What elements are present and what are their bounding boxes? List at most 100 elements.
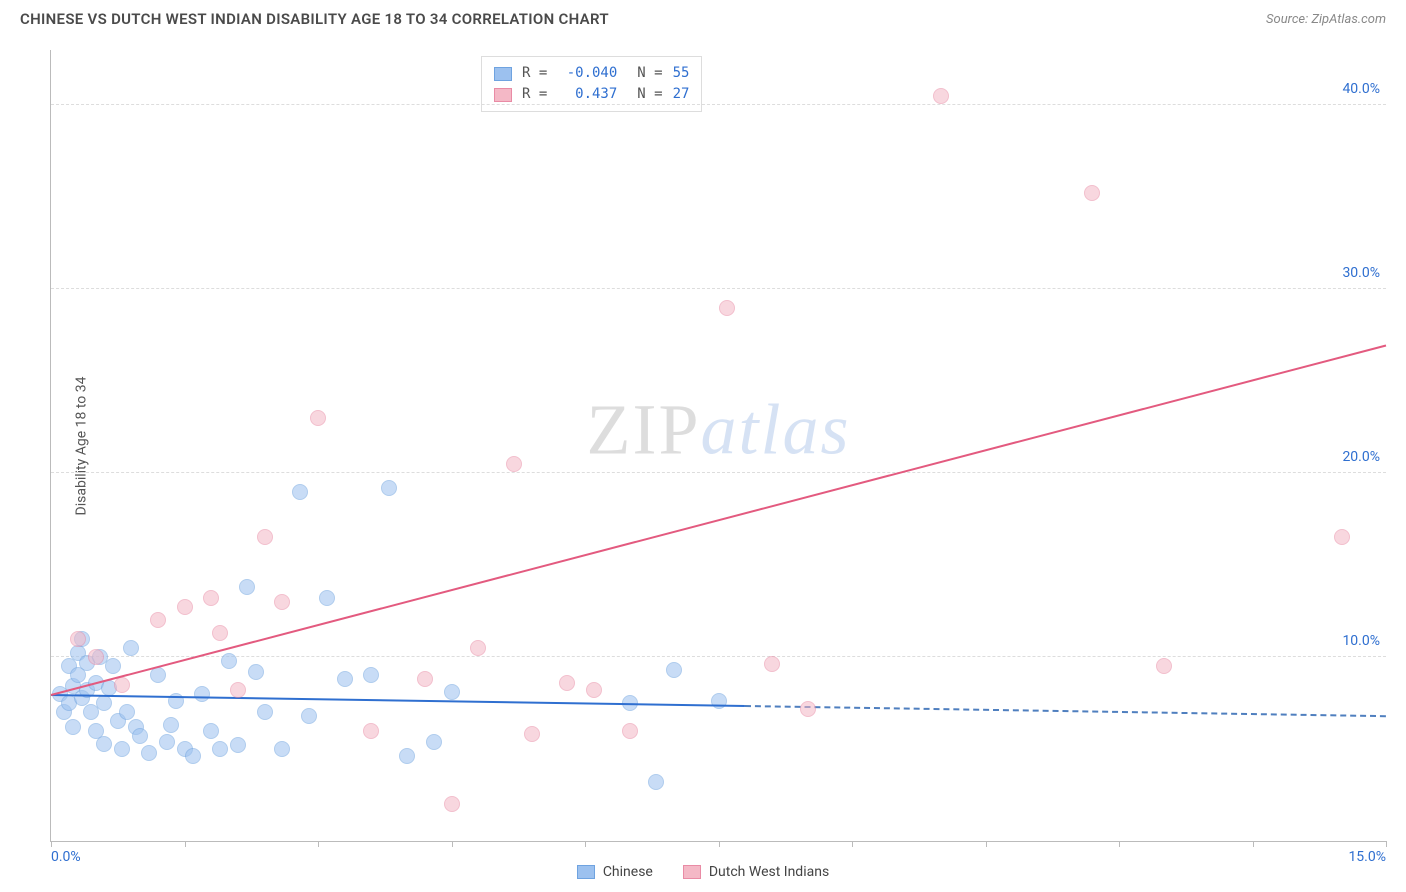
r-value: -0.040 <box>557 63 617 84</box>
data-point <box>88 649 104 665</box>
data-point <box>65 719 81 735</box>
data-point <box>764 656 780 672</box>
data-point <box>274 741 290 757</box>
data-point <box>933 88 949 104</box>
data-point <box>114 677 130 693</box>
data-point <box>141 745 157 761</box>
data-point <box>159 734 175 750</box>
data-point <box>230 682 246 698</box>
data-point <box>399 748 415 764</box>
x-tick-mark <box>185 841 186 847</box>
data-point <box>506 456 522 472</box>
data-point <box>363 723 379 739</box>
data-point <box>230 737 246 753</box>
data-point <box>622 723 638 739</box>
x-tick-mark <box>852 841 853 847</box>
data-point <box>1334 529 1350 545</box>
legend-swatch <box>494 88 512 102</box>
r-label: R = <box>522 84 547 105</box>
x-tick-mark <box>1253 841 1254 847</box>
data-point <box>212 625 228 641</box>
trend-line <box>51 344 1386 695</box>
data-point <box>417 671 433 687</box>
x-tick-mark <box>318 841 319 847</box>
data-point <box>426 734 442 750</box>
x-tick-label-left: 0.0% <box>51 849 81 865</box>
chart-header: CHINESE VS DUTCH WEST INDIAN DISABILITY … <box>0 0 1406 34</box>
data-point <box>132 728 148 744</box>
data-point <box>310 410 326 426</box>
data-point <box>381 480 397 496</box>
y-tick-label: 40.0% <box>1342 81 1380 97</box>
data-point <box>150 612 166 628</box>
data-point <box>470 640 486 656</box>
data-point <box>524 726 540 742</box>
data-point <box>70 631 86 647</box>
legend-label: Dutch West Indians <box>709 864 829 880</box>
x-tick-mark <box>51 841 52 847</box>
legend-row: R =-0.040N = 55 <box>494 63 689 84</box>
data-point <box>648 774 664 790</box>
n-value: 27 <box>673 84 690 105</box>
data-point <box>363 667 379 683</box>
x-tick-mark <box>1386 841 1387 847</box>
data-point <box>444 796 460 812</box>
x-tick-mark <box>585 841 586 847</box>
data-point <box>559 675 575 691</box>
data-point <box>105 658 121 674</box>
legend-item: Dutch West Indians <box>683 864 829 880</box>
data-point <box>150 667 166 683</box>
data-point <box>248 664 264 680</box>
data-point <box>123 640 139 656</box>
data-point <box>292 484 308 500</box>
data-point <box>221 653 237 669</box>
y-tick-label: 20.0% <box>1342 449 1380 465</box>
gridline <box>51 656 1386 657</box>
data-point <box>257 529 273 545</box>
legend-swatch <box>577 865 595 879</box>
data-point <box>119 704 135 720</box>
legend-label: Chinese <box>603 864 653 880</box>
r-value: 0.437 <box>557 84 617 105</box>
gridline <box>51 472 1386 473</box>
trend-line <box>51 694 745 707</box>
data-point <box>96 736 112 752</box>
data-point <box>194 686 210 702</box>
x-tick-label-right: 15.0% <box>1348 849 1386 865</box>
data-point <box>257 704 273 720</box>
x-tick-mark <box>719 841 720 847</box>
data-point <box>203 723 219 739</box>
legend-swatch <box>494 67 512 81</box>
gridline <box>51 288 1386 289</box>
series-legend: Chinese Dutch West Indians <box>0 864 1406 880</box>
legend-swatch <box>683 865 701 879</box>
data-point <box>586 682 602 698</box>
data-point <box>185 748 201 764</box>
data-point <box>1156 658 1172 674</box>
x-tick-mark <box>986 841 987 847</box>
r-label: R = <box>522 63 547 84</box>
data-point <box>114 741 130 757</box>
data-point <box>239 579 255 595</box>
data-point <box>301 708 317 724</box>
watermark: ZIPatlas <box>586 388 850 471</box>
y-tick-label: 10.0% <box>1342 633 1380 649</box>
data-point <box>711 693 727 709</box>
y-tick-label: 30.0% <box>1342 265 1380 281</box>
data-point <box>274 594 290 610</box>
legend-row: R = 0.437 N = 27 <box>494 84 689 105</box>
n-value: 55 <box>673 63 690 84</box>
data-point <box>719 300 735 316</box>
n-label: N = <box>637 84 662 105</box>
data-point <box>177 599 193 615</box>
data-point <box>800 701 816 717</box>
plot-area: Disability Age 18 to 34 ZIPatlas R =-0.0… <box>50 50 1386 842</box>
legend-item: Chinese <box>577 864 653 880</box>
data-point <box>212 741 228 757</box>
data-point <box>319 590 335 606</box>
gridline <box>51 104 1386 105</box>
data-point <box>666 662 682 678</box>
x-tick-mark <box>1119 841 1120 847</box>
chart-title: CHINESE VS DUTCH WEST INDIAN DISABILITY … <box>20 10 609 28</box>
data-point <box>96 695 112 711</box>
